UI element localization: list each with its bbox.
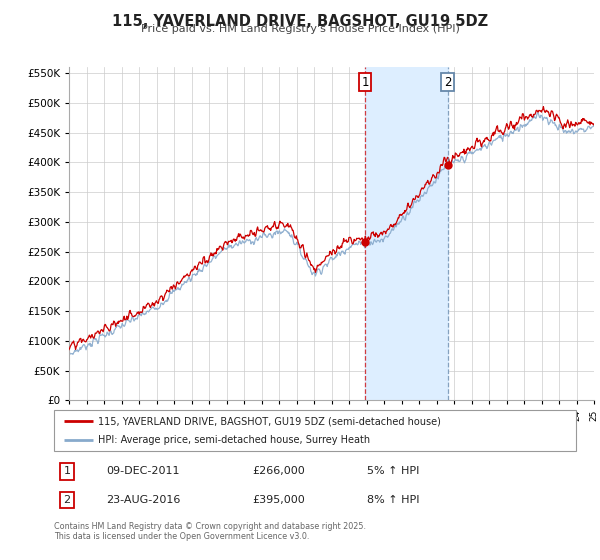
Text: £266,000: £266,000	[253, 466, 305, 477]
Text: 1: 1	[64, 466, 71, 477]
Text: 2: 2	[444, 76, 451, 88]
Text: 1: 1	[361, 76, 369, 88]
Text: £395,000: £395,000	[253, 495, 305, 505]
Text: 2: 2	[64, 495, 71, 505]
Bar	[365, 67, 448, 400]
Text: Price paid vs. HM Land Registry's House Price Index (HPI): Price paid vs. HM Land Registry's House …	[140, 24, 460, 34]
Text: 115, YAVERLAND DRIVE, BAGSHOT, GU19 5DZ (semi-detached house): 115, YAVERLAND DRIVE, BAGSHOT, GU19 5DZ …	[98, 417, 441, 426]
Text: 8% ↑ HPI: 8% ↑ HPI	[367, 495, 420, 505]
Text: HPI: Average price, semi-detached house, Surrey Heath: HPI: Average price, semi-detached house,…	[98, 435, 370, 445]
Text: 115, YAVERLAND DRIVE, BAGSHOT, GU19 5DZ: 115, YAVERLAND DRIVE, BAGSHOT, GU19 5DZ	[112, 14, 488, 29]
Text: 09-DEC-2011: 09-DEC-2011	[106, 466, 180, 477]
Text: 5% ↑ HPI: 5% ↑ HPI	[367, 466, 419, 477]
Text: 23-AUG-2016: 23-AUG-2016	[106, 495, 181, 505]
Text: Contains HM Land Registry data © Crown copyright and database right 2025.
This d: Contains HM Land Registry data © Crown c…	[54, 522, 366, 542]
